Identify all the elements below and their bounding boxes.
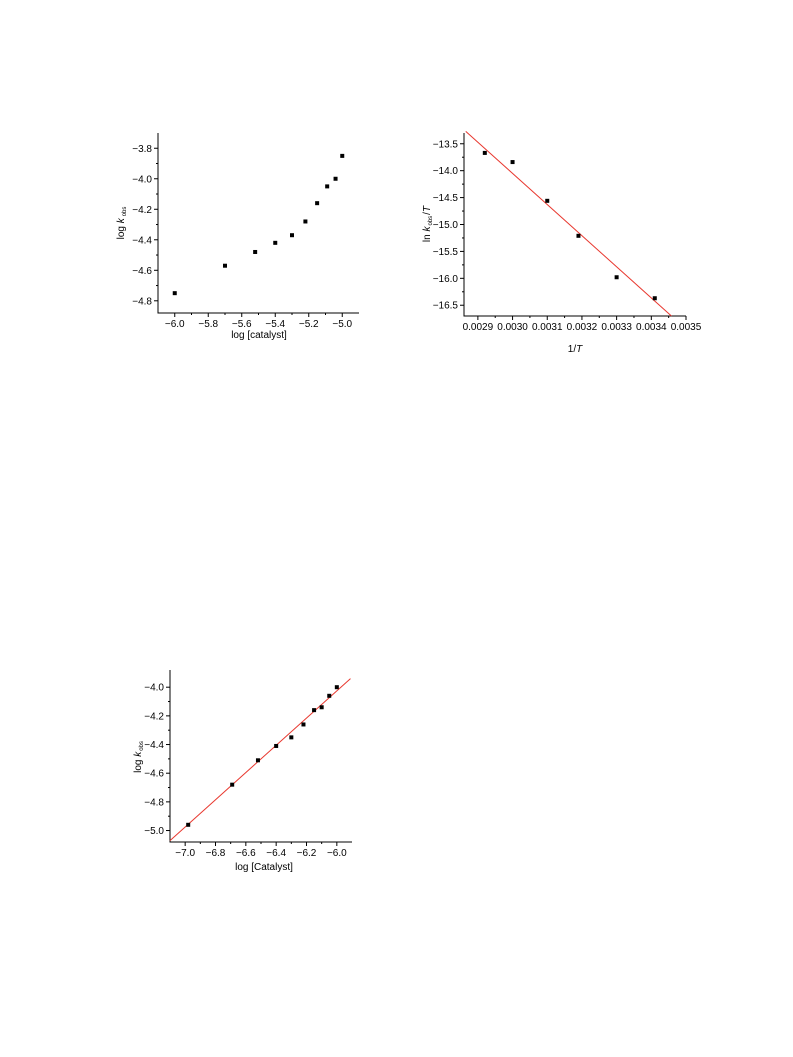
y-axis-label: log kobs bbox=[133, 741, 145, 773]
data-point bbox=[223, 263, 227, 268]
y-tick-label: −3.8 bbox=[132, 144, 152, 155]
data-point bbox=[576, 233, 581, 238]
y-tick-label: −15.5 bbox=[433, 247, 459, 258]
x-tick-label: 0.0030 bbox=[497, 322, 528, 333]
data-point bbox=[255, 758, 260, 763]
y-tick-label: −14.0 bbox=[433, 166, 459, 177]
y-tick-label: −5.0 bbox=[144, 826, 164, 837]
x-tick-label: −5.0 bbox=[332, 319, 352, 330]
data-point bbox=[312, 708, 317, 713]
y-axis-label: ln kobs/T bbox=[422, 205, 434, 242]
fit-line bbox=[465, 131, 672, 317]
data-point bbox=[290, 233, 294, 238]
data-point bbox=[172, 291, 177, 296]
y-tick-label: −4.4 bbox=[132, 235, 152, 246]
data-point bbox=[186, 822, 191, 827]
axis-frame bbox=[463, 133, 686, 317]
x-tick-label: −6.4 bbox=[266, 848, 286, 859]
x-tick-label: −6.2 bbox=[297, 848, 317, 859]
x-tick-label: −5.8 bbox=[198, 319, 218, 330]
y-tick-label: −4.0 bbox=[132, 174, 152, 185]
data-point bbox=[545, 198, 550, 203]
data-point bbox=[334, 685, 339, 690]
x-tick-label: −5.2 bbox=[299, 319, 319, 330]
x-tick-label: −5.4 bbox=[265, 319, 285, 330]
x-tick-label: 0.0032 bbox=[567, 322, 598, 333]
y-tick-label: −14.5 bbox=[433, 193, 459, 204]
data-point bbox=[325, 184, 330, 189]
x-tick-label: 0.0031 bbox=[532, 322, 563, 333]
data-point bbox=[327, 693, 332, 698]
data-point bbox=[482, 150, 487, 155]
y-tick-label: −4.8 bbox=[132, 296, 152, 307]
y-axis-label: log kobs bbox=[116, 207, 128, 240]
x-tick-label: −7.0 bbox=[175, 848, 195, 859]
x-tick-label: −6.6 bbox=[236, 848, 256, 859]
y-tick-label: −16.0 bbox=[433, 274, 459, 285]
x-tick-label: 0.0033 bbox=[601, 322, 632, 333]
x-tick-label: −6.8 bbox=[206, 848, 226, 859]
y-tick-label: −16.5 bbox=[433, 301, 459, 312]
y-tick-label: −15.0 bbox=[433, 220, 459, 231]
fit-line bbox=[169, 678, 351, 841]
x-tick-label: 0.0029 bbox=[463, 322, 494, 333]
y-tick-label: −4.0 bbox=[144, 683, 164, 694]
data-point bbox=[315, 201, 320, 206]
y-tick-label: −4.6 bbox=[132, 266, 152, 277]
data-point bbox=[274, 743, 279, 748]
y-tick-label: −4.2 bbox=[132, 205, 152, 216]
data-point bbox=[301, 722, 306, 727]
x-tick-label: −6.0 bbox=[327, 848, 347, 859]
data-point bbox=[273, 240, 278, 245]
x-tick-label: 0.0035 bbox=[671, 322, 702, 333]
data-point bbox=[510, 160, 515, 165]
data-point bbox=[614, 275, 619, 280]
data-point bbox=[230, 782, 235, 787]
data-point bbox=[652, 296, 657, 301]
x-tick-label: 0.0034 bbox=[636, 322, 667, 333]
y-tick-label: −4.8 bbox=[144, 797, 164, 808]
x-axis-label: 1/T bbox=[568, 344, 583, 355]
data-point bbox=[253, 249, 258, 254]
x-axis-label: log [Catalyst] bbox=[235, 862, 293, 873]
data-point bbox=[319, 705, 324, 710]
data-point bbox=[303, 219, 308, 224]
x-tick-label: −5.6 bbox=[232, 319, 252, 330]
data-point bbox=[333, 176, 338, 181]
x-axis-label: log [catalyst] bbox=[231, 330, 287, 341]
y-tick-label: −4.6 bbox=[144, 769, 164, 780]
x-tick-label: −6.0 bbox=[165, 319, 185, 330]
y-tick-label: −4.2 bbox=[144, 711, 164, 722]
data-point bbox=[340, 153, 345, 158]
y-tick-label: −4.4 bbox=[144, 740, 164, 751]
y-tick-label: −13.5 bbox=[433, 139, 459, 150]
data-point bbox=[289, 735, 294, 740]
